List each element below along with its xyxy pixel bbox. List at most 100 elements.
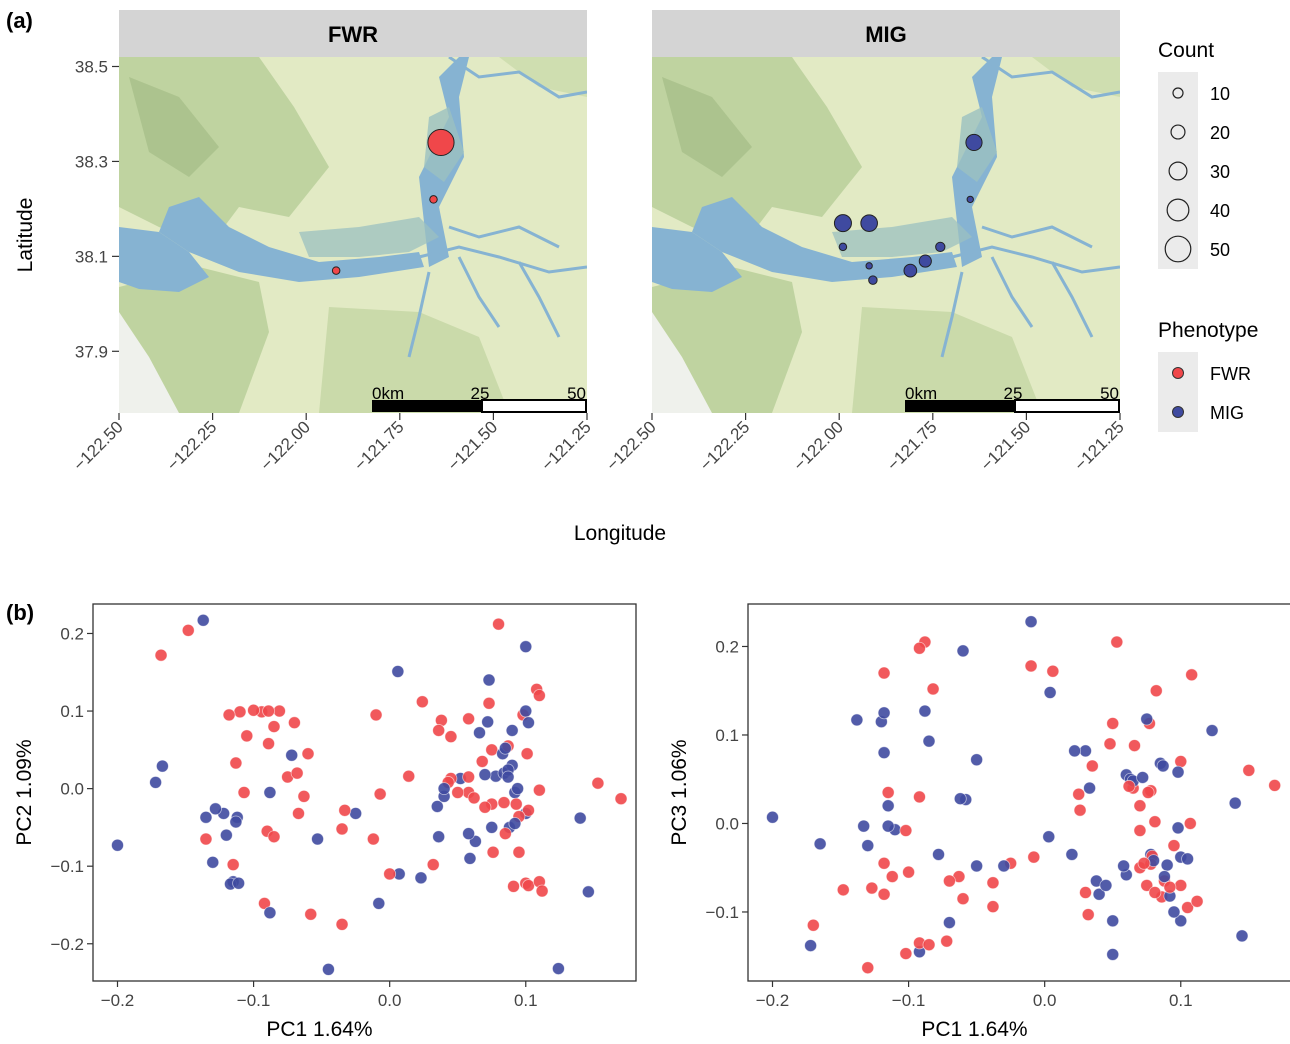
map-ytick-label: 38.3 (75, 152, 108, 171)
scatter-point-mig (508, 817, 522, 830)
scatter-point-mig (881, 819, 895, 833)
legend-phenotype-title: Phenotype (1158, 319, 1258, 342)
scatter-point-fwr (222, 708, 236, 722)
scatter-point-mig (229, 815, 243, 829)
scatter-point-mig (1024, 615, 1038, 629)
scatter-points (111, 613, 628, 976)
scatter-point-fwr (497, 796, 511, 809)
scatter-point-fwr (865, 881, 879, 895)
scatter-point-fwr (240, 729, 254, 743)
scatter-point-fwr (486, 845, 500, 859)
scatter-point-fwr (507, 879, 520, 893)
map-point-mig (903, 263, 918, 278)
scatter-point-mig (877, 706, 891, 720)
scatter-point-fwr (482, 696, 496, 710)
scalebar-label-0: 0km (372, 384, 404, 403)
scatter-point-mig (1068, 744, 1082, 758)
x-tick-label: −0.1 (892, 991, 926, 1010)
scatter-point-fwr (1149, 684, 1163, 698)
scatter-point-mig (391, 665, 405, 678)
scatter-point-mig (478, 768, 492, 782)
plot-border (747, 603, 1290, 982)
scatter-point-mig (1171, 765, 1185, 779)
scatter-point-fwr (1103, 737, 1117, 751)
scatter-point-mig (156, 759, 169, 773)
legend-count-key-bg (1158, 72, 1198, 269)
y-tick-label: 0.0 (60, 780, 84, 799)
scatter-point-mig (1156, 759, 1170, 773)
scatter-point-mig (943, 916, 956, 929)
legend-count-circle (1172, 87, 1184, 99)
scatter-point-mig (997, 859, 1011, 873)
panel-label-b: (b) (6, 600, 34, 625)
scatter-point-fwr (1163, 880, 1177, 894)
scatter-point-mig (482, 673, 496, 687)
y-tick-label: −0.2 (50, 935, 84, 954)
map-point-mig (965, 133, 983, 152)
scatter-point-fwr (154, 648, 168, 662)
x-tick-label: −0.2 (101, 991, 135, 1010)
map-point-mig (865, 262, 873, 270)
scatter-point-mig (877, 746, 891, 760)
scalebar-label-0: 0km (905, 384, 937, 403)
scatter-point-fwr (1185, 668, 1199, 682)
scatter-point-fwr (432, 724, 446, 737)
scatter-point-fwr (877, 856, 891, 870)
scalebar-label-50: 50 (1100, 384, 1119, 403)
scatter-point-fwr (1128, 739, 1141, 752)
scatter-point-mig (1092, 887, 1106, 901)
scatter-point-fwr (262, 704, 275, 718)
y-tick-label: 0.0 (715, 814, 739, 833)
scatter-point-fwr (885, 870, 899, 883)
scatter-point-fwr (1148, 815, 1162, 829)
scatter-point-mig (462, 827, 476, 841)
legend-count-circle (1164, 235, 1192, 263)
scatter-point-fwr (535, 884, 549, 898)
scatter-point-fwr (1122, 779, 1136, 793)
legend-count-circle (1166, 198, 1190, 222)
scatter-point-mig (1181, 852, 1194, 866)
scatter-point-mig (432, 830, 446, 844)
scatter-point-fwr (913, 790, 926, 804)
scatter-point-fwr (1174, 755, 1188, 768)
x-tick-label: 0.1 (514, 991, 538, 1010)
scatter-point-mig (953, 792, 967, 806)
map-point-mig (838, 242, 848, 252)
scatter-point-fwr (532, 783, 546, 797)
scatter-point-fwr (199, 832, 213, 846)
scatter-point-fwr (1190, 894, 1204, 908)
scatter-point-mig (322, 962, 335, 976)
scatter-point-mig (1106, 914, 1120, 928)
legend-fwr-dot (1172, 367, 1184, 379)
map-ytick-label: 38.5 (75, 57, 108, 76)
plot-background (93, 604, 636, 981)
scatter-point-mig (349, 807, 363, 820)
x-tick-label: 0.0 (1033, 991, 1057, 1010)
scatter-point-fwr (304, 907, 318, 921)
scatter-point-fwr (485, 743, 499, 757)
map-xlabel: Longitude (574, 522, 666, 545)
legend-fwr-label: FWR (1210, 364, 1251, 384)
scatter-point-mig (850, 713, 864, 727)
scatter-point-fwr (338, 803, 352, 817)
scatter-point-mig (1174, 914, 1188, 928)
scatter-point-mig (285, 748, 299, 762)
scatter-point-mig (881, 799, 895, 813)
scatter-point-mig (804, 939, 818, 953)
map-points-mig (833, 133, 983, 285)
scatter-point-fwr (402, 769, 416, 783)
map-xtick-label: −121.25 (538, 417, 595, 474)
scatter-point-fwr (940, 934, 954, 948)
scatter-point-mig (149, 776, 163, 789)
scatter-point-mig (970, 859, 984, 873)
scatter-point-fwr (956, 892, 970, 906)
scatter-point-mig (196, 613, 210, 627)
pca-plot-pc1-pc2: −0.2 −0.1 0.0 0.1 −0.2 −0.1 0.0 0.1 0.2 PC1 1.64%… (13, 603, 637, 1041)
scatter-point-fwr (247, 703, 260, 717)
pca-plot-pc1-pc3: −0.2 −0.1 0.0 0.1 −0.1 0.0 0.1 0.2 PC1 1.64% PC3 … (668, 603, 1290, 1041)
facet-strip-fwr (119, 10, 587, 57)
scatter-point-fwr (1072, 787, 1086, 801)
scalebar-label-25: 25 (471, 384, 490, 403)
scatter-point-fwr (943, 874, 956, 888)
scatter-point-fwr (181, 623, 195, 637)
